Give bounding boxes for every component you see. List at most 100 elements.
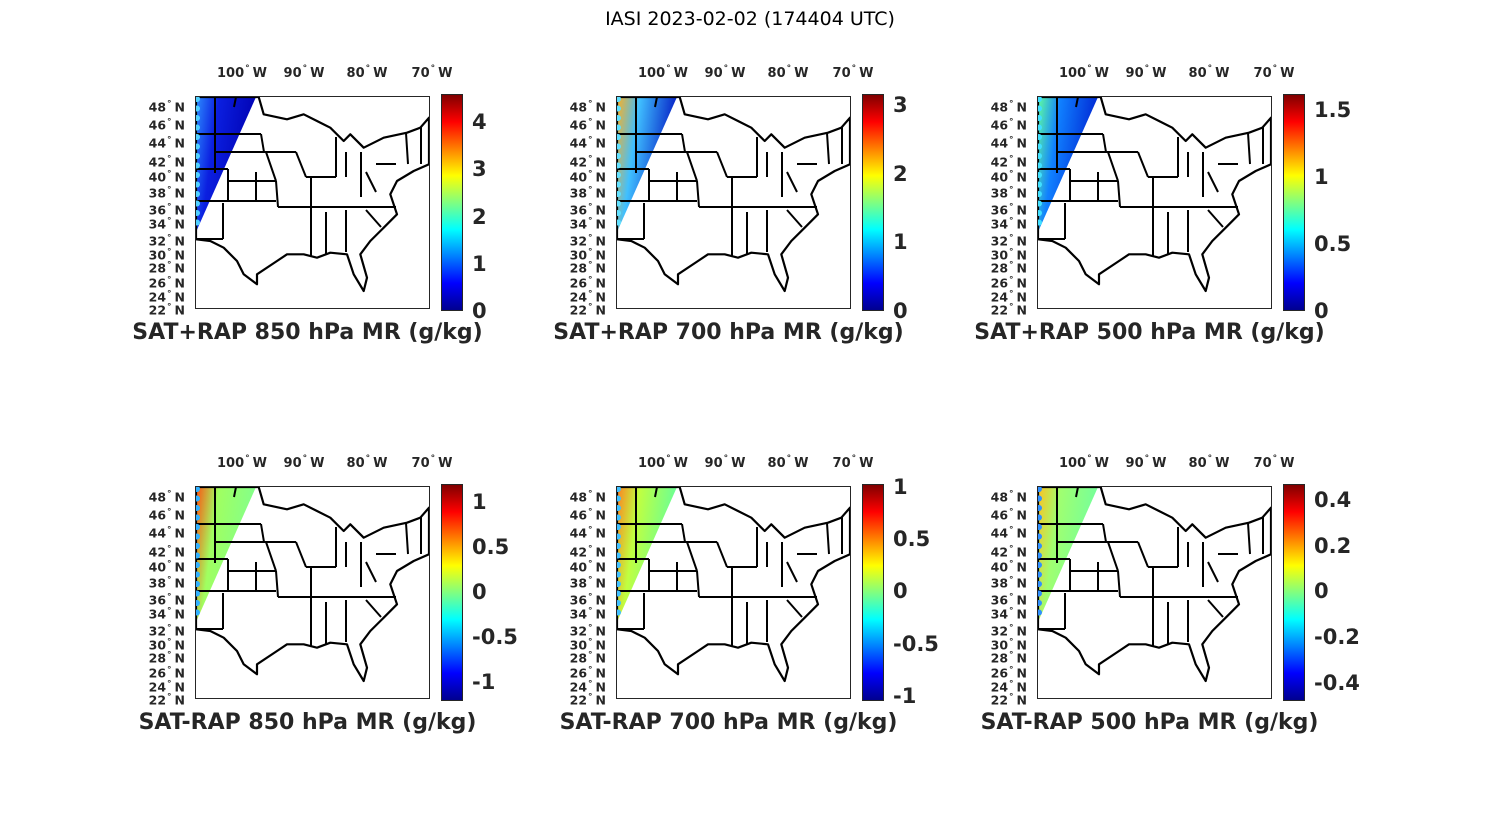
hemisphere: N: [595, 679, 606, 695]
degree-symbol: °: [1009, 185, 1014, 196]
hemisphere: N: [1016, 489, 1027, 505]
observation-point: [194, 219, 200, 226]
degree-symbol: °: [588, 117, 593, 128]
degree-symbol: °: [167, 650, 172, 661]
degree-symbol: °: [588, 260, 593, 271]
observation-point: [1036, 609, 1042, 616]
latitude-value: 40: [990, 169, 1009, 185]
colorbar: [1283, 484, 1305, 701]
colorbar-tick-label: 0: [1314, 299, 1329, 323]
hemisphere: N: [1016, 247, 1027, 263]
hemisphere: N: [1016, 135, 1027, 151]
latitude-value: 32: [148, 623, 167, 639]
hemisphere: W: [859, 456, 874, 471]
hemisphere: N: [595, 637, 606, 653]
degree-symbol: °: [588, 216, 593, 227]
degree-symbol: °: [1272, 64, 1278, 74]
longitude-label: 80° W: [347, 64, 388, 81]
latitude-label: 28° N: [149, 651, 185, 666]
observation-point: [1036, 581, 1042, 587]
satellite-swath: [1038, 97, 1098, 232]
hemisphere: N: [174, 692, 185, 708]
hemisphere: N: [595, 117, 606, 133]
latitude-label: 28° N: [991, 261, 1027, 276]
longitude-label: 100° W: [217, 64, 267, 81]
degree-symbol: °: [167, 275, 172, 286]
latitude-label: 46° N: [570, 118, 606, 133]
hemisphere: N: [1016, 99, 1027, 115]
latitude-label: 22° N: [149, 693, 185, 708]
latitude-value: 26: [990, 275, 1009, 291]
degree-symbol: °: [167, 489, 172, 500]
observation-point: [1036, 134, 1042, 140]
observation-point: [615, 162, 621, 169]
degree-symbol: °: [167, 233, 172, 244]
observation-point: [194, 96, 200, 102]
colorbar-tick-label: 1: [893, 230, 908, 255]
latitude-label: 32° N: [570, 624, 606, 639]
longitude-value: 100: [638, 66, 666, 81]
observation-point: [1036, 219, 1042, 226]
longitude-value: 70: [1253, 66, 1272, 81]
us-outline: [194, 95, 431, 293]
hemisphere: W: [731, 456, 746, 471]
state-borders: [1038, 96, 1264, 257]
colorbar: [862, 94, 884, 311]
degree-symbol: °: [1144, 454, 1150, 464]
observation-point: [615, 143, 621, 150]
longitude-value: 80: [1188, 66, 1207, 81]
observation-point: [615, 134, 621, 140]
latitude-value: 30: [990, 637, 1009, 653]
colorbar: [441, 94, 463, 311]
latitude-value: 44: [148, 135, 167, 151]
hemisphere: N: [1016, 544, 1027, 560]
degree-symbol: °: [1009, 216, 1014, 227]
colorbar-tick-label: 0.5: [472, 535, 510, 560]
hemisphere: N: [1016, 154, 1027, 170]
hemisphere: W: [1094, 456, 1109, 471]
latitude-label: 24° N: [570, 680, 606, 695]
colorbar-tick-label: -1: [472, 670, 496, 695]
latitude-value: 48: [569, 99, 588, 115]
longitude-value: 80: [346, 456, 365, 471]
hemisphere: N: [174, 247, 185, 263]
latitude-label: 48° N: [149, 490, 185, 505]
map-axes: [1036, 485, 1273, 699]
degree-symbol: °: [167, 302, 172, 313]
latitude-value: 30: [148, 247, 167, 263]
observation-point: [615, 600, 621, 606]
latitude-value: 28: [990, 650, 1009, 666]
us-map: [1036, 485, 1273, 683]
hemisphere: N: [1016, 216, 1027, 232]
degree-symbol: °: [167, 507, 172, 518]
hemisphere: N: [174, 623, 185, 639]
satellite-swath: [1038, 487, 1098, 622]
degree-symbol: °: [167, 575, 172, 586]
observation-point: [615, 153, 621, 159]
degree-symbol: °: [588, 637, 593, 648]
hemisphere: N: [595, 592, 606, 608]
latitude-label: 44° N: [570, 136, 606, 151]
degree-symbol: °: [167, 637, 172, 648]
degree-symbol: °: [588, 135, 593, 146]
hemisphere: N: [174, 665, 185, 681]
degree-symbol: °: [588, 489, 593, 500]
latitude-label: 30° N: [149, 638, 185, 653]
latitude-value: 28: [569, 650, 588, 666]
latitude-value: 36: [990, 592, 1009, 608]
hemisphere: N: [1016, 289, 1027, 305]
observation-point: [1036, 115, 1042, 121]
latitude-value: 24: [569, 679, 588, 695]
hemisphere: N: [595, 302, 606, 318]
latitude-label: 22° N: [570, 693, 606, 708]
longitude-value: 90: [704, 456, 723, 471]
degree-symbol: °: [167, 665, 172, 676]
latitude-label: 46° N: [991, 118, 1027, 133]
observation-point: [194, 153, 200, 159]
latitude-value: 42: [148, 154, 167, 170]
longitude-label: 70° W: [412, 64, 453, 81]
observation-point: [194, 486, 200, 492]
hemisphere: N: [1016, 650, 1027, 666]
hemisphere: W: [1280, 456, 1295, 471]
